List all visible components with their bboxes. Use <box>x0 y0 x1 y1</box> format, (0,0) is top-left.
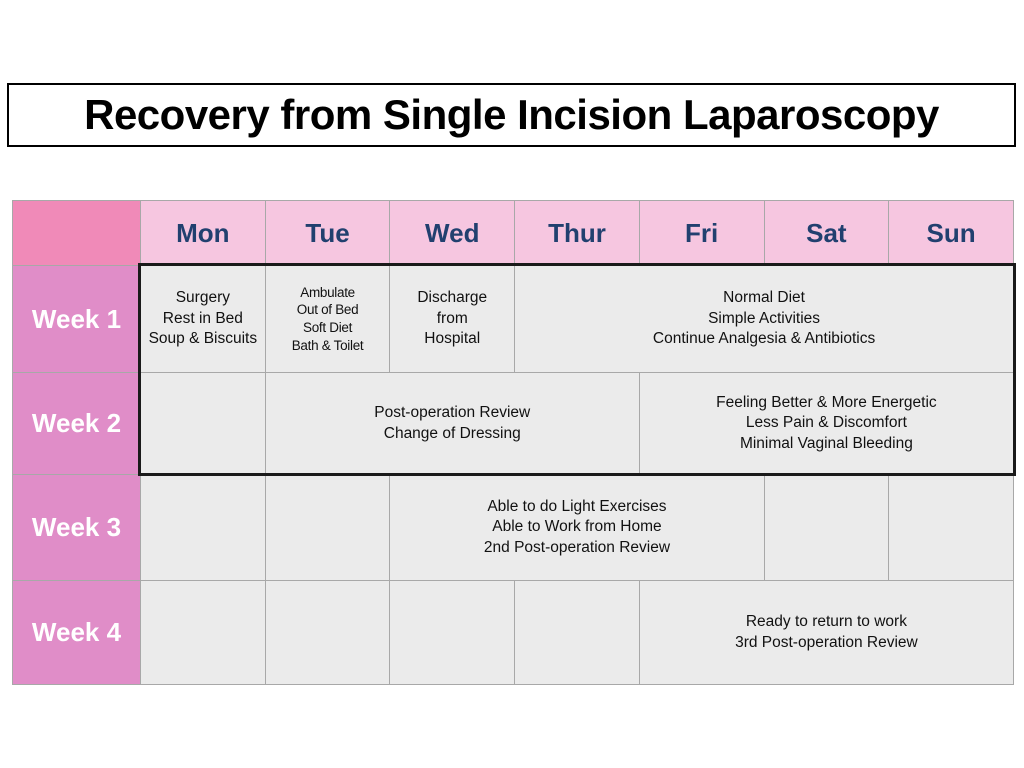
week3-sun-cell <box>888 474 1014 581</box>
week4-row: Week 4 Ready to return to work 3rd Post-… <box>12 580 1015 685</box>
week1-mon-cell: Surgery Rest in Bed Soup & Biscuits <box>140 265 266 373</box>
day-header-tue: Tue <box>264 200 391 266</box>
week3-sat-cell <box>763 474 890 581</box>
day-header-mon: Mon <box>140 200 266 266</box>
corner-cell <box>12 200 141 266</box>
week1-wed-cell: Discharge from Hospital <box>389 265 516 373</box>
recovery-schedule-table: Mon Tue Wed Thur Fri Sat Sun Week 1 Surg… <box>12 200 1015 685</box>
day-header-wed: Wed <box>389 200 516 266</box>
week3-wed-fri-cell: Able to do Light Exercises Able to Work … <box>389 474 765 581</box>
week4-mon-cell <box>140 580 266 685</box>
week1-row: Week 1 Surgery Rest in Bed Soup & Biscui… <box>12 265 1014 373</box>
week1-thur-sun-cell: Normal Diet Simple Activities Continue A… <box>514 265 1014 373</box>
title-box: Recovery from Single Incision Laparoscop… <box>7 83 1016 147</box>
week3-label: Week 3 <box>12 474 141 581</box>
week1-label: Week 1 <box>12 265 141 373</box>
week3-mon-cell <box>140 474 266 581</box>
week2-label: Week 2 <box>12 372 141 475</box>
day-header-sat: Sat <box>763 200 890 266</box>
week4-label: Week 4 <box>12 580 141 685</box>
week2-mon-cell <box>140 372 266 475</box>
week2-tue-thur-cell: Post-operation Review Change of Dressing <box>264 372 640 475</box>
day-header-row: Mon Tue Wed Thur Fri Sat Sun <box>12 200 1014 266</box>
week4-wed-cell <box>389 580 516 685</box>
week3-tue-cell <box>264 474 391 581</box>
slide-title: Recovery from Single Incision Laparoscop… <box>84 91 939 138</box>
week4-fri-sun-cell: Ready to return to work 3rd Post-operati… <box>638 580 1015 685</box>
day-header-fri: Fri <box>638 200 765 266</box>
week3-row: Week 3 Able to do Light Exercises Able t… <box>12 474 1014 581</box>
week1-tue-cell: Ambulate Out of Bed Soft Diet Bath & Toi… <box>264 265 391 373</box>
week4-tue-cell <box>264 580 391 685</box>
week2-row: Week 2 Post-operation Review Change of D… <box>12 372 1015 475</box>
day-header-thur: Thur <box>514 200 640 266</box>
day-header-sun: Sun <box>888 200 1014 266</box>
week4-thur-cell <box>514 580 640 685</box>
week2-fri-sun-cell: Feeling Better & More Energetic Less Pai… <box>638 372 1015 475</box>
